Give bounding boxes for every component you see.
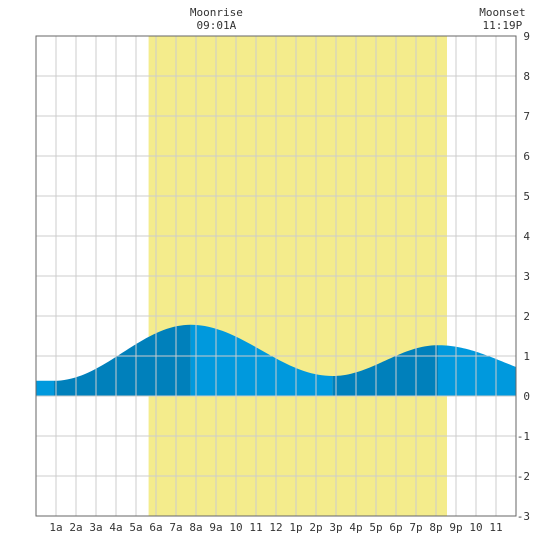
- y-tick-label: -1: [517, 430, 530, 443]
- y-tick-label: 4: [523, 230, 530, 243]
- x-tick-label: 1p: [289, 521, 302, 534]
- y-tick-label: 8: [523, 70, 530, 83]
- x-tick-label: 8p: [429, 521, 442, 534]
- x-tick-label: 3p: [329, 521, 342, 534]
- x-tick-label: 7p: [409, 521, 422, 534]
- x-tick-label: 1a: [49, 521, 62, 534]
- x-tick-label: 6p: [389, 521, 402, 534]
- x-tick-label: 10: [229, 521, 242, 534]
- y-tick-label: 6: [523, 150, 530, 163]
- x-tick-label: 5p: [369, 521, 382, 534]
- x-tick-label: 5a: [129, 521, 142, 534]
- x-axis-labels: 1a 2a 3a 4a 5a 6a 7a 8a 9a 10 11 12 1p 2p 3p 4p 5p 6p 7p 8p…: [49, 521, 502, 534]
- x-tick-label: 11: [489, 521, 502, 534]
- y-tick-label: -3: [517, 510, 530, 523]
- plot-border: [35, 35, 517, 517]
- y-axis-labels: 9 8 7 6 5 4 3 2 1 0 -1 -2 -3: [517, 30, 531, 523]
- x-tick-label: 9p: [449, 521, 462, 534]
- y-tick-label: 7: [523, 110, 530, 123]
- y-tick-label: -2: [517, 470, 530, 483]
- x-tick-label: 8a: [189, 521, 202, 534]
- x-tick-label: 12: [269, 521, 282, 534]
- x-tick-label: 10: [469, 521, 482, 534]
- x-tick-label: 7a: [169, 521, 182, 534]
- y-tick-label: 0: [523, 390, 530, 403]
- y-tick-label: 2: [523, 310, 530, 323]
- x-tick-label: 2a: [69, 521, 82, 534]
- y-tick-label: 5: [523, 190, 530, 203]
- tide-falling-segment: [190, 324, 333, 396]
- tide-falling-segment: [36, 380, 54, 396]
- x-tick-label: 6a: [149, 521, 162, 534]
- y-tick-label: 1: [523, 350, 530, 363]
- moon-event-label: Moonrise: [190, 6, 243, 19]
- x-tick-label: 9a: [209, 521, 222, 534]
- x-tick-label: 11: [249, 521, 262, 534]
- y-tick-label: 3: [523, 270, 530, 283]
- tide-rising-segment: [332, 345, 438, 396]
- moon-event-label: Moonset: [479, 6, 525, 19]
- moon-event-time: 11:19P: [483, 19, 523, 32]
- y-tick-label: 9: [523, 30, 530, 43]
- x-tick-label: 4p: [349, 521, 362, 534]
- x-tick-label: 2p: [309, 521, 322, 534]
- x-tick-label: 3a: [89, 521, 102, 534]
- x-tick-label: 4a: [109, 521, 122, 534]
- moon-event-time: 09:01A: [197, 19, 237, 32]
